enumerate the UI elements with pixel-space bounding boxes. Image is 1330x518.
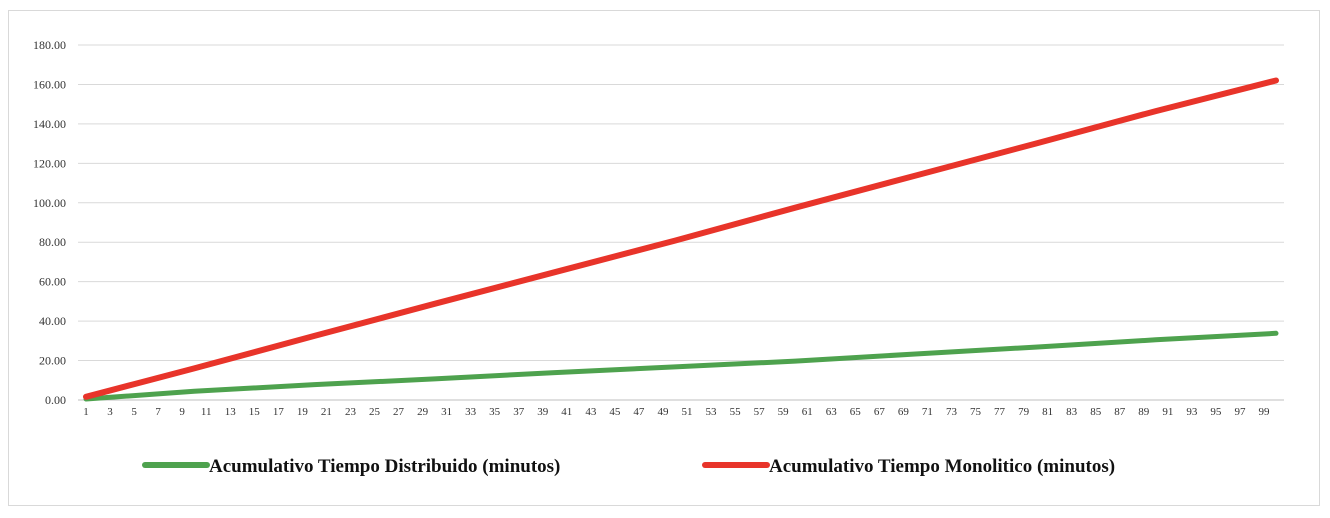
- chart-frame: [8, 10, 1320, 506]
- series-lines: [83, 77, 1279, 402]
- y-tick-label: 40.00: [39, 314, 66, 328]
- x-tick-label: 93: [1186, 406, 1198, 418]
- x-tick-label: 99: [1258, 406, 1270, 418]
- x-tick-label: 21: [321, 406, 332, 418]
- x-tick-label: 57: [754, 406, 766, 418]
- x-tick-label: 87: [1114, 406, 1126, 418]
- x-tick-label: 35: [489, 406, 501, 418]
- x-tick-label: 51: [682, 406, 693, 418]
- x-tick-label: 65: [850, 406, 862, 418]
- y-axis-ticks: 0.00 20.00 40.00 60.00 80.00 100.00 120.00 140.…: [33, 38, 66, 407]
- legend: Acumulativo Tiempo Distribuido (minutos)…: [142, 456, 1115, 477]
- y-tick-label: 160.00: [33, 77, 66, 91]
- x-axis-ticks: 1 3 5 7 9 11 13 15 17 19 21 23 25 27 29 31 33 35 37 39 41 43 4…: [83, 406, 1270, 418]
- x-tick-label: 91: [1162, 406, 1173, 418]
- x-tick-label: 97: [1234, 406, 1246, 418]
- x-tick-label: 75: [970, 406, 982, 418]
- x-tick-label: 27: [393, 406, 405, 418]
- x-tick-label: 7: [155, 406, 161, 418]
- y-tick-label: 0.00: [45, 393, 66, 407]
- x-tick-label: 81: [1042, 406, 1053, 418]
- y-tick-label: 120.00: [33, 156, 66, 170]
- x-tick-label: 19: [297, 406, 309, 418]
- y-tick-label: 20.00: [39, 354, 66, 368]
- x-tick-label: 17: [273, 406, 285, 418]
- x-tick-label: 47: [633, 406, 645, 418]
- x-tick-label: 95: [1210, 406, 1222, 418]
- x-tick-label: 5: [131, 406, 137, 418]
- x-tick-label: 77: [994, 406, 1006, 418]
- x-tick-label: 23: [345, 406, 357, 418]
- y-tick-label: 60.00: [39, 275, 66, 289]
- x-tick-label: 29: [417, 406, 429, 418]
- x-tick-label: 11: [201, 406, 212, 418]
- x-tick-label: 55: [730, 406, 742, 418]
- x-tick-label: 73: [946, 406, 958, 418]
- x-tick-label: 39: [537, 406, 549, 418]
- x-tick-label: 3: [107, 406, 113, 418]
- x-tick-label: 83: [1066, 406, 1078, 418]
- x-tick-label: 43: [585, 406, 597, 418]
- x-tick-label: 25: [369, 406, 381, 418]
- y-tick-label: 100.00: [33, 196, 66, 210]
- y-tick-label: 140.00: [33, 117, 66, 131]
- x-tick-label: 85: [1090, 406, 1102, 418]
- x-tick-label: 59: [778, 406, 790, 418]
- x-tick-label: 13: [225, 406, 237, 418]
- x-tick-label: 33: [465, 406, 477, 418]
- x-tick-label: 45: [609, 406, 621, 418]
- series-line-1: [83, 330, 1279, 402]
- x-tick-label: 63: [826, 406, 838, 418]
- x-tick-label: 71: [922, 406, 933, 418]
- x-tick-label: 49: [657, 406, 669, 418]
- legend-label-2: Acumulativo Tiempo Monolitico (minutos): [769, 456, 1115, 477]
- y-tick-label: 180.00: [33, 38, 66, 52]
- x-tick-label: 31: [441, 406, 452, 418]
- x-tick-label: 79: [1018, 406, 1030, 418]
- x-tick-label: 67: [874, 406, 886, 418]
- series-line-2: [83, 77, 1279, 400]
- x-tick-label: 37: [513, 406, 525, 418]
- x-tick-label: 1: [83, 406, 89, 418]
- y-tick-label: 80.00: [39, 235, 66, 249]
- x-tick-label: 61: [802, 406, 813, 418]
- x-tick-label: 69: [898, 406, 910, 418]
- x-tick-label: 15: [249, 406, 261, 418]
- legend-label-1: Acumulativo Tiempo Distribuido (minutos): [209, 456, 560, 477]
- x-tick-label: 53: [706, 406, 718, 418]
- gridlines: [78, 44, 1284, 401]
- x-tick-label: 41: [561, 406, 572, 418]
- x-tick-label: 9: [179, 406, 185, 418]
- x-tick-label: 89: [1138, 406, 1150, 418]
